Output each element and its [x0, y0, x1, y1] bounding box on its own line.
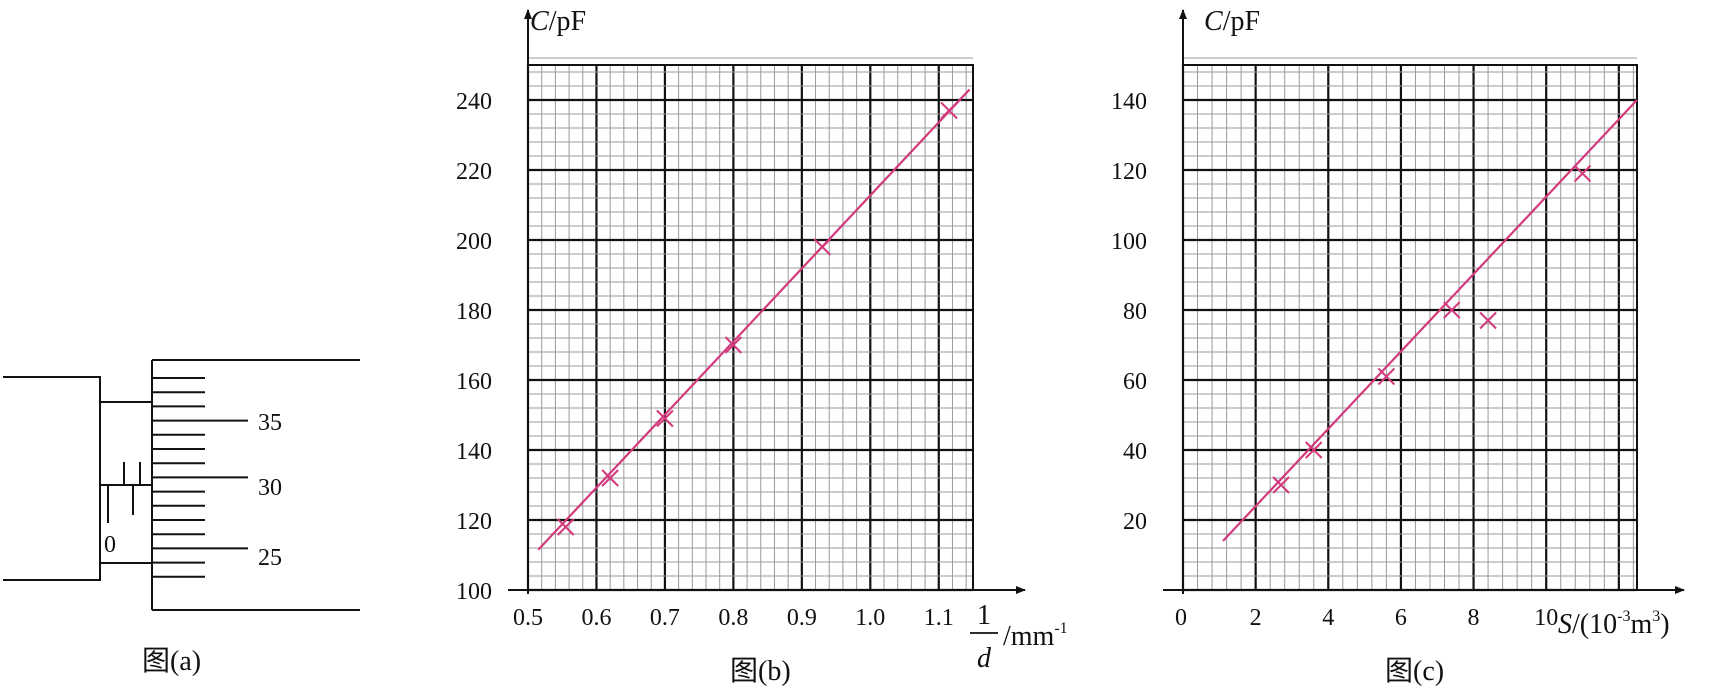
thimble-label-30: 30: [258, 475, 282, 501]
micrometer-sleeve: [3, 376, 101, 581]
data-point: [1573, 164, 1592, 183]
thimble-label-35: 35: [258, 410, 282, 436]
chart-b-ylabel: C/pF: [530, 6, 586, 37]
data-point: [656, 409, 674, 428]
y-tick-label: 20: [1123, 509, 1147, 535]
y-tick-label: 160: [456, 369, 492, 395]
data-point: [1443, 301, 1461, 319]
y-tick-label: 60: [1123, 369, 1147, 395]
chart-c-fit: [1222, 99, 1638, 542]
chart-b-fit: [537, 88, 971, 551]
fit-line: [537, 88, 971, 551]
x-tick-label: 0.9: [787, 605, 817, 631]
x-tick-label: 0.5: [513, 605, 543, 631]
figure-c-caption: 图(c): [1385, 656, 1444, 687]
thimble-scale: [152, 377, 248, 578]
chart-c-tick-labels: 2 4 6 8 10 20 40 60 80 100 120 140 0: [1111, 89, 1558, 631]
chart-c-ylabel: C/pF: [1204, 6, 1260, 37]
chart-b-axes: [508, 9, 1026, 594]
figure-a-caption: 图(a): [142, 646, 201, 677]
y-tick-label: 40: [1123, 439, 1147, 465]
chart-c: 2 4 6 8 10 20 40 60 80 100 120 140 0 C/pF S/(10-3m3)…: [1111, 6, 1685, 687]
x-tick-label: 1.1: [924, 605, 954, 631]
data-point: [940, 101, 958, 120]
x-tick-label: 10: [1534, 605, 1558, 631]
main-scale-zero-label: 0: [104, 532, 116, 558]
x-tick-label: 2: [1250, 605, 1262, 631]
origin-label: 0: [1175, 605, 1187, 631]
x-tick-label: 6: [1395, 605, 1407, 631]
chart-b-tick-labels: 0.5 0.6 0.7 0.8 0.9 1.0 1.1 100 120 140 160 180 200 2…: [456, 89, 954, 631]
y-tick-label: 220: [456, 159, 492, 185]
thimble-label-25: 25: [258, 545, 282, 571]
data-point: [724, 336, 743, 354]
micrometer-spindle-step: [100, 401, 152, 564]
plot-frame: [527, 64, 974, 591]
x-tick-label: 1.0: [855, 605, 885, 631]
y-tick-label: 180: [456, 299, 492, 325]
data-point: [1377, 367, 1396, 386]
chart-c-xlabel: S/(10-3m3): [1558, 608, 1670, 640]
y-tick-label: 120: [1111, 159, 1147, 185]
y-tick-label: 80: [1123, 299, 1147, 325]
data-point: [601, 469, 619, 487]
chart-c-axes: [1163, 9, 1685, 594]
chart-b-points: [556, 101, 958, 536]
svg-text:1: 1: [977, 600, 991, 631]
data-point: [1272, 476, 1290, 494]
y-tick-label: 120: [456, 509, 492, 535]
x-tick-label: 8: [1468, 605, 1480, 631]
y-tick-label: 240: [456, 89, 492, 115]
micrometer-figure: 0 35 30 25 图(a): [3, 359, 360, 677]
y-tick-label: 140: [1111, 89, 1147, 115]
x-tick-label: 0.6: [581, 605, 611, 631]
x-tick-label: 0.7: [650, 605, 680, 631]
micrometer-thimble: [151, 359, 360, 611]
svg-text:/mm-1: /mm-1: [1003, 620, 1068, 652]
x-tick-label: 0.8: [718, 605, 748, 631]
y-tick-label: 100: [1111, 229, 1147, 255]
data-point: [556, 518, 575, 536]
svg-text:d: d: [977, 643, 992, 674]
chart-b-xlabel: 1 d /mm-1: [970, 600, 1068, 674]
y-tick-label: 100: [456, 579, 492, 605]
y-tick-label: 140: [456, 439, 492, 465]
chart-b: 0.5 0.6 0.7 0.8 0.9 1.0 1.1 100 120 140 160 180 200 2…: [456, 6, 1068, 687]
fit-line: [1222, 99, 1638, 542]
y-tick-label: 200: [456, 229, 492, 255]
figure-b-caption: 图(b): [730, 656, 791, 687]
chart-c-points: [1272, 164, 1592, 494]
data-point: [813, 238, 832, 256]
data-point: [1305, 441, 1323, 459]
data-point: [1479, 311, 1497, 330]
x-tick-label: 4: [1322, 605, 1334, 631]
